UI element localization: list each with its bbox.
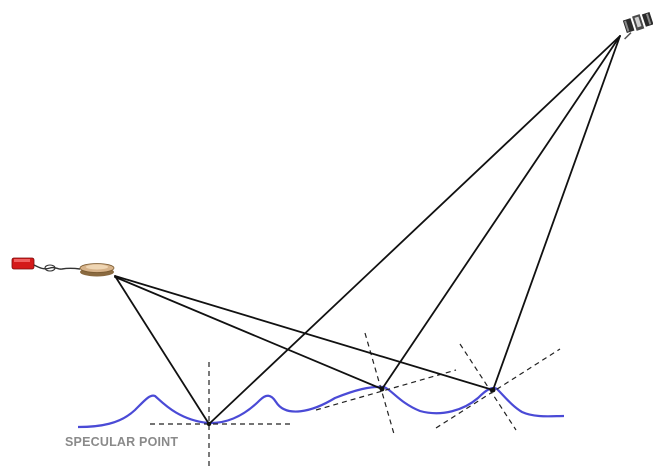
receiver-box-icon (11, 257, 35, 270)
specular-point-marker (206, 421, 212, 427)
surface-normals (150, 332, 561, 468)
receiver-cable (33, 264, 81, 270)
normal-point-3 (459, 343, 517, 431)
reflection-point-3 (490, 387, 496, 393)
tangent-point-2 (315, 369, 457, 411)
ray-satellite-to-specular (208, 35, 621, 425)
satellite-icon (622, 11, 653, 40)
ray-point-2-to-receiver (114, 276, 383, 390)
ray-satellite-to-point-2 (381, 35, 621, 390)
tangent-point-3 (435, 348, 561, 429)
ray-satellite-to-point-3 (492, 35, 621, 391)
ray-point-3-to-receiver (114, 275, 494, 391)
reflection-point-2 (379, 386, 385, 392)
cable-coil (44, 264, 56, 272)
ray-specular-to-receiver (114, 275, 210, 425)
specular-point-label: SPECULAR POINT (65, 435, 178, 449)
signal-rays (114, 35, 621, 425)
receiver-antenna-icon (79, 263, 115, 277)
